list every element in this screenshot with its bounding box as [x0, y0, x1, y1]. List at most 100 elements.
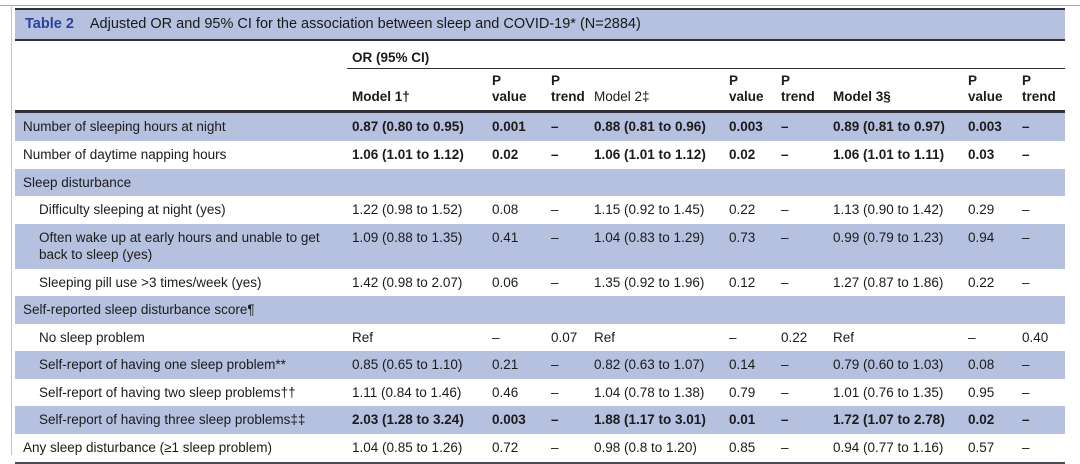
- cell-value: –: [551, 357, 559, 373]
- cell-value: –: [781, 412, 789, 428]
- cell-value: –: [781, 274, 789, 290]
- cell-value: 0.41: [492, 229, 519, 245]
- table-row: Number of sleeping hours at night 0.87 (0…: [15, 111, 1065, 141]
- cell-value: 0.003: [729, 119, 763, 135]
- table-title-bar: Table 2 Adjusted OR and 95% CI for the as…: [15, 8, 1065, 42]
- column-header-row: Model 1† P value P trend Model 2‡ P value P t…: [15, 68, 1065, 114]
- row-label: Self-report of having one sleep problem*…: [39, 357, 286, 373]
- table-title-text: Adjusted OR and 95% CI for the associati…: [89, 16, 641, 32]
- cell-value: 0.82 (0.63 to 1.07): [594, 357, 705, 373]
- table-row: No sleep problem Ref – 0.07 Ref – 0.22 Ref – 0.40: [15, 324, 1065, 352]
- cell-value: 0.94 (0.77 to 1.16): [828, 433, 963, 464]
- row-label: No sleep problem: [39, 329, 145, 345]
- cell-value: –: [1022, 412, 1030, 428]
- cell-value: –: [551, 202, 559, 218]
- cell-value: 1.27 (0.87 to 1.86): [833, 274, 944, 290]
- cell-value: 0.02: [729, 146, 756, 162]
- column-header: P trend: [1017, 68, 1065, 114]
- column-header: P value: [724, 68, 776, 114]
- row-label: Difficulty sleeping at night (yes): [39, 202, 226, 218]
- cell-value: –: [551, 119, 559, 135]
- cell-value: 1.01 (0.76 to 1.35): [833, 384, 944, 400]
- table-row: Self-report of having one sleep problem*…: [15, 351, 1065, 379]
- cell-value: 2.03 (1.28 to 3.24): [352, 412, 464, 428]
- cell-value: 0.46: [492, 384, 519, 400]
- cell-value: –: [1017, 433, 1065, 464]
- cell-value: –: [781, 229, 789, 245]
- cell-value: 0.79: [729, 384, 756, 400]
- table-body: Number of sleeping hours at night 0.87 (0…: [15, 111, 1065, 464]
- cell-value: 0.21: [492, 357, 519, 373]
- cell-value: –: [776, 433, 828, 464]
- row-label: Self-report of having two sleep problems…: [39, 384, 296, 400]
- table-row: Any sleep disturbance (≥1 sleep problem)…: [15, 433, 1065, 464]
- cell-value: –: [1022, 229, 1030, 245]
- cell-value: Ref: [352, 329, 374, 345]
- section-row: Sleep disturbance: [15, 168, 1065, 197]
- cell-value: 0.02: [968, 412, 995, 428]
- cell-value: 0.85 (0.65 to 1.10): [352, 357, 463, 373]
- row-label: Often wake up at early hours and unable …: [39, 229, 320, 263]
- row-label: Self-report of having three sleep proble…: [39, 412, 306, 428]
- cell-value: –: [1022, 202, 1030, 218]
- cell-value: 1.13 (0.90 to 1.42): [833, 202, 944, 218]
- cell-value: 0.87 (0.80 to 0.95): [352, 119, 464, 135]
- cell-value: –: [1022, 146, 1030, 162]
- table-row: Difficulty sleeping at night (yes) 1.22 (…: [15, 196, 1065, 224]
- cell-value: –: [492, 329, 500, 345]
- cell-value: 1.06 (1.01 to 1.11): [833, 146, 945, 162]
- cell-value: –: [551, 229, 559, 245]
- cell-value: 0.29: [968, 202, 995, 218]
- cell-value: 0.22: [781, 329, 808, 345]
- cell-value: 0.57: [963, 433, 1017, 464]
- cell-value: –: [781, 384, 789, 400]
- column-header: P trend: [776, 68, 828, 114]
- table-row: Sleeping pill use >3 times/week (yes) 1.4…: [15, 269, 1065, 297]
- cell-value: –: [1022, 119, 1030, 135]
- table-row: Number of daytime napping hours 1.06 (1.0…: [15, 141, 1065, 169]
- cell-value: 0.99 (0.79 to 1.23): [833, 229, 944, 245]
- cell-value: –: [781, 202, 789, 218]
- cell-value: 0.40: [1022, 329, 1049, 345]
- section-row: Self-reported sleep disturbance score¶: [15, 296, 1065, 324]
- cell-value: 1.15 (0.92 to 1.45): [594, 202, 705, 218]
- cell-value: –: [1022, 274, 1030, 290]
- cell-value: 0.12: [729, 274, 756, 290]
- cell-value: 1.22 (0.98 to 1.52): [352, 202, 463, 218]
- table-row: Self-report of having two sleep problems…: [15, 379, 1065, 407]
- column-header: Model 1†: [347, 68, 487, 114]
- empty-header-cell: [15, 41, 347, 69]
- cell-value: 1.42 (0.98 to 2.07): [352, 274, 463, 290]
- page-left-rule: [11, 5, 12, 455]
- column-header: P value: [963, 68, 1017, 114]
- cell-value: 0.73: [729, 229, 756, 245]
- results-table: OR (95% CI) Model 1† P value P trend Model …: [15, 41, 1065, 464]
- cell-value: 0.01: [729, 412, 756, 428]
- cell-value: 0.08: [968, 357, 995, 373]
- row-label: Self-reported sleep disturbance score¶: [23, 302, 255, 318]
- cell-value: 1.04 (0.85 to 1.26): [347, 433, 487, 464]
- cell-value: 1.06 (1.01 to 1.12): [594, 146, 706, 162]
- cell-value: 0.003: [492, 412, 526, 428]
- cell-value: 0.79 (0.60 to 1.03): [833, 357, 944, 373]
- table2-figure: Table 2 Adjusted OR and 95% CI for the as…: [15, 8, 1065, 464]
- row-label: Sleeping pill use >3 times/week (yes): [39, 274, 262, 290]
- or-ci-group-header: OR (95% CI): [347, 41, 1065, 70]
- cell-value: Ref: [594, 329, 616, 345]
- table-row: Self-report of having three sleep proble…: [15, 406, 1065, 434]
- cell-value: –: [781, 357, 789, 373]
- cell-value: 0.72: [487, 433, 546, 464]
- row-label: Any sleep disturbance (≥1 sleep problem): [15, 433, 347, 464]
- cell-value: Ref: [833, 329, 855, 345]
- cell-value: 0.88 (0.81 to 0.96): [594, 119, 706, 135]
- cell-value: 0.03: [968, 146, 995, 162]
- cell-value: –: [729, 329, 737, 345]
- cell-value: –: [968, 329, 976, 345]
- cell-value: 1.04 (0.78 to 1.38): [594, 384, 705, 400]
- cell-value: –: [551, 384, 559, 400]
- row-label: Number of sleeping hours at night: [23, 119, 226, 135]
- empty-header-cell: [15, 68, 347, 114]
- cell-value: 0.94: [968, 229, 995, 245]
- cell-value: 0.95: [968, 384, 995, 400]
- row-label: Sleep disturbance: [23, 174, 132, 190]
